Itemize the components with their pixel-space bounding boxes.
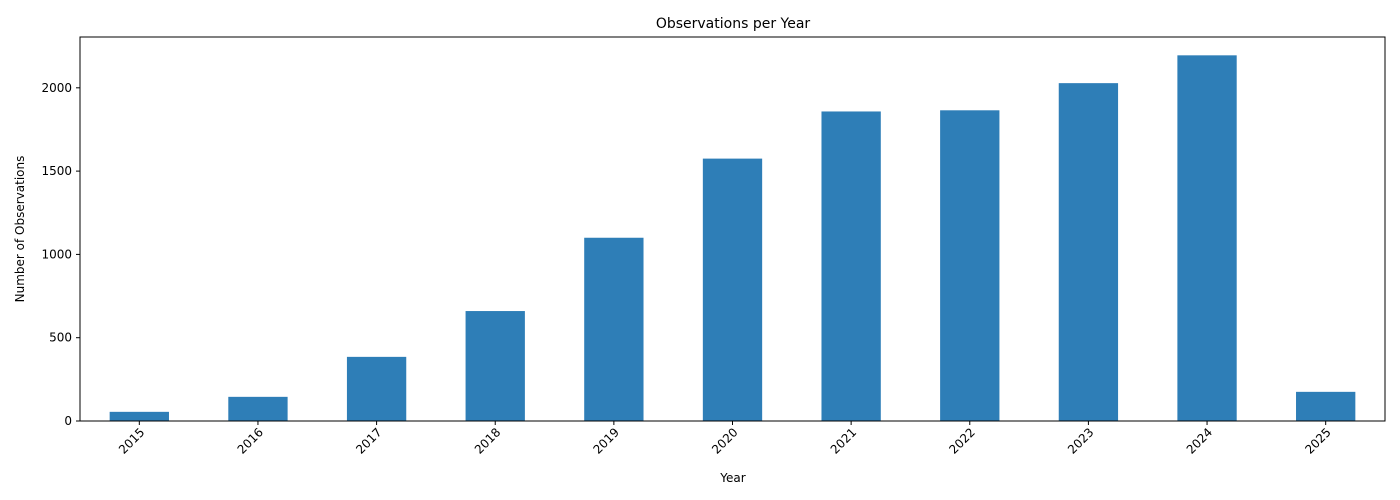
x-tick-label: 2019 (590, 425, 621, 456)
y-tick-label: 500 (49, 331, 72, 345)
x-tick-label: 2022 (946, 425, 977, 456)
x-tick-label: 2017 (353, 425, 384, 456)
bar-2017 (346, 356, 407, 421)
x-axis: 2015 2016 2017 2018 2019 2020 2021 2022 2023 2024… (116, 421, 1334, 457)
bar-2023 (1058, 83, 1119, 421)
x-tick-label: 2020 (709, 425, 740, 456)
bar-2021 (821, 111, 881, 421)
y-tick-label: 0 (64, 414, 72, 428)
bar-2015 (109, 411, 169, 421)
y-tick-label: 1500 (41, 164, 72, 178)
x-tick-label: 2024 (1184, 425, 1215, 456)
bar-2016 (228, 396, 288, 421)
bar-2024 (1177, 55, 1237, 421)
y-axis-title: Number of Observations (13, 156, 27, 303)
x-tick-label: 2023 (1065, 425, 1096, 456)
bar-2019 (584, 237, 644, 421)
bar-2025 (1296, 391, 1356, 421)
x-axis-title: Year (719, 471, 745, 485)
y-tick-label: 1000 (41, 247, 72, 261)
bars-group (109, 55, 1356, 422)
bar-2020 (702, 158, 763, 421)
y-tick-label: 2000 (41, 81, 72, 95)
x-tick-label: 2025 (1302, 425, 1333, 456)
chart-title: Observations per Year (656, 16, 811, 32)
x-tick-label: 2015 (116, 425, 147, 456)
y-axis: 0 500 1000 1500 2000 (41, 81, 80, 428)
x-tick-label: 2016 (235, 425, 266, 456)
x-tick-label: 2018 (472, 425, 503, 456)
x-tick-label: 2021 (828, 425, 859, 456)
bar-2018 (465, 311, 525, 421)
bar-2022 (940, 110, 1000, 422)
plot-frame (79, 36, 1386, 422)
